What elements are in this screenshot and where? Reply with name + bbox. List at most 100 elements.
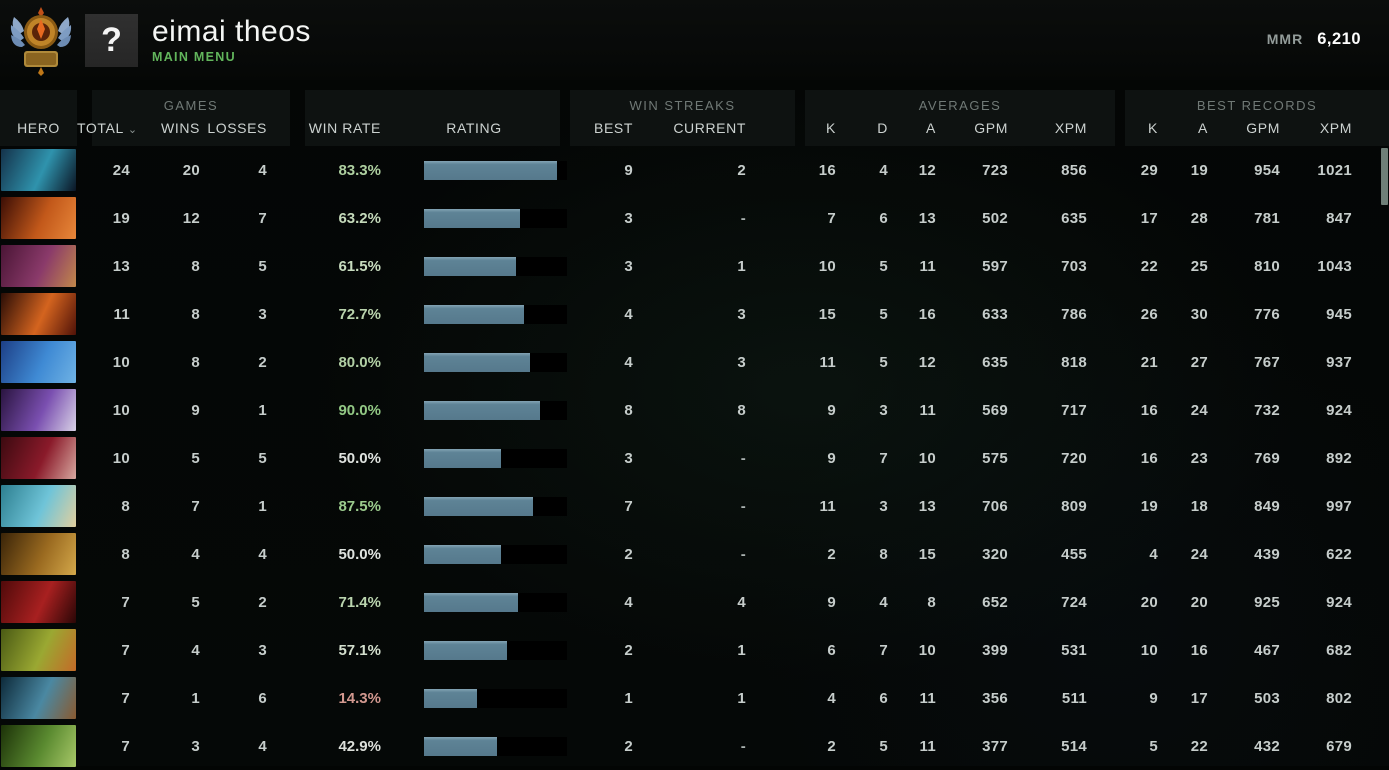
col-header-losses[interactable]: LOSSES	[207, 120, 267, 136]
cell-avg-deaths: 6	[879, 689, 888, 707]
player-avatar[interactable]: ?	[85, 13, 138, 67]
cell-record-xpm: 997	[1326, 497, 1352, 515]
cell-record-gpm: 732	[1254, 401, 1280, 419]
col-header-avg-deaths[interactable]: D	[877, 120, 888, 136]
col-header-win-rate[interactable]: WIN RATE	[308, 120, 381, 136]
cell-record-kills: 26	[1140, 305, 1158, 323]
cell-avg-deaths: 6	[879, 209, 888, 227]
cell-record-kills: 22	[1140, 257, 1158, 275]
rating-bar-fill	[424, 736, 497, 756]
col-header-hero[interactable]: HERO	[17, 120, 60, 136]
hero-row[interactable]: 13 8 5 61.5% 3 1 10 5 11 597 703 22 25 8…	[0, 242, 1389, 290]
cell-record-gpm: 781	[1254, 209, 1280, 227]
cell-win-rate: 50.0%	[338, 449, 381, 467]
hero-row[interactable]: 7 4 3 57.1% 2 1 6 7 10 399 531 10 16 467…	[0, 626, 1389, 674]
cell-total: 24	[112, 161, 130, 179]
col-header-avg-assists[interactable]: A	[926, 120, 936, 136]
cell-rating	[381, 496, 567, 516]
cell-current-streak: 4	[737, 593, 746, 611]
cell-current-streak: 1	[737, 689, 746, 707]
cell-wins: 20	[182, 161, 200, 179]
cell-avg-deaths: 8	[879, 545, 888, 563]
cell-record-assists: 24	[1190, 545, 1208, 563]
hero-row[interactable]: 8 7 1 87.5% 7 - 11 3 13 706 809 19 18 84…	[0, 482, 1389, 530]
cell-record-xpm: 924	[1326, 593, 1352, 611]
cell-wins: 12	[182, 209, 200, 227]
scrollbar-thumb[interactable]	[1381, 148, 1388, 205]
cell-current-streak: -	[740, 545, 746, 563]
mmr-label: MMR	[1266, 31, 1304, 47]
cell-avg-kills: 11	[819, 353, 836, 371]
col-header-rating[interactable]: RATING	[446, 120, 502, 136]
column-header-row: HERO TOTAL ⌄ WINS LOSSES WIN RATE RATING …	[0, 90, 1389, 146]
hero-row[interactable]: 11 8 3 72.7% 4 3 15 5 16 633 786 26 30 7…	[0, 290, 1389, 338]
hero-row[interactable]: 7 3 4 42.9% 2 - 2 5 11 377 514 5 22 432 …	[0, 722, 1389, 770]
col-header-record-kills[interactable]: K	[1148, 120, 1158, 136]
cell-win-rate: 50.0%	[338, 545, 381, 563]
cell-avg-kills: 2	[827, 545, 836, 563]
cell-losses: 1	[258, 401, 267, 419]
hero-portrait	[1, 581, 76, 623]
cell-record-kills: 17	[1140, 209, 1158, 227]
hero-row[interactable]: 24 20 4 83.3% 9 2 16 4 12 723 856 29 19 …	[0, 146, 1389, 194]
hero-portrait	[1, 197, 76, 239]
col-header-best-streak[interactable]: BEST	[594, 120, 633, 136]
cell-record-kills: 5	[1149, 737, 1158, 755]
cell-avg-kills: 9	[827, 593, 836, 611]
col-header-record-gpm[interactable]: GPM	[1246, 120, 1280, 136]
cell-wins: 8	[191, 257, 200, 275]
cell-avg-gpm: 399	[982, 641, 1008, 659]
cell-avg-assists: 10	[918, 641, 936, 659]
cell-current-streak: -	[740, 497, 746, 515]
hero-row[interactable]: 7 5 2 71.4% 4 4 9 4 8 652 724 20 20 925 …	[0, 578, 1389, 626]
col-header-wins[interactable]: WINS	[161, 120, 200, 136]
cell-record-gpm: 925	[1254, 593, 1280, 611]
group-label-games: GAMES	[163, 98, 219, 113]
hero-row[interactable]: 19 12 7 63.2% 3 - 7 6 13 502 635 17 28 7…	[0, 194, 1389, 242]
cell-best-streak: 4	[624, 593, 633, 611]
col-header-total[interactable]: TOTAL ⌄	[77, 120, 138, 136]
cell-avg-deaths: 7	[879, 449, 888, 467]
col-header-avg-xpm[interactable]: XPM	[1054, 120, 1087, 136]
cell-rating	[381, 256, 567, 276]
cell-win-rate: 57.1%	[338, 641, 381, 659]
hero-row[interactable]: 10 5 5 50.0% 3 - 9 7 10 575 720 16 23 76…	[0, 434, 1389, 482]
cell-avg-kills: 11	[819, 497, 836, 515]
cell-record-xpm: 847	[1326, 209, 1352, 227]
cell-win-rate: 63.2%	[338, 209, 381, 227]
main-menu-label[interactable]: MAIN MENU	[152, 49, 236, 64]
cell-current-streak: 1	[737, 257, 746, 275]
col-header-record-xpm[interactable]: XPM	[1319, 120, 1352, 136]
hero-row[interactable]: 10 8 2 80.0% 4 3 11 5 12 635 818 21 27 7…	[0, 338, 1389, 386]
cell-best-streak: 9	[624, 161, 633, 179]
hero-row[interactable]: 8 4 4 50.0% 2 - 2 8 15 320 455 4 24 439 …	[0, 530, 1389, 578]
col-header-record-assists[interactable]: A	[1198, 120, 1208, 136]
cell-record-assists: 30	[1190, 305, 1208, 323]
cell-total: 7	[121, 737, 130, 755]
cell-avg-gpm: 569	[982, 401, 1008, 419]
cell-record-assists: 16	[1190, 641, 1208, 659]
cell-avg-kills: 9	[827, 401, 836, 419]
cell-avg-gpm: 635	[982, 353, 1008, 371]
cell-current-streak: 3	[737, 353, 746, 371]
cell-avg-gpm: 575	[982, 449, 1008, 467]
cell-avg-assists: 13	[918, 209, 936, 227]
cell-total: 8	[121, 497, 130, 515]
cell-best-streak: 3	[624, 209, 633, 227]
col-header-current-streak[interactable]: CURRENT	[673, 120, 746, 136]
hero-portrait	[1, 293, 76, 335]
hero-row[interactable]: 7 1 6 14.3% 1 1 4 6 11 356 511 9 17 503 …	[0, 674, 1389, 722]
cell-record-assists: 25	[1190, 257, 1208, 275]
hero-row[interactable]: 10 9 1 90.0% 8 8 9 3 11 569 717 16 24 73…	[0, 386, 1389, 434]
col-header-avg-gpm[interactable]: GPM	[974, 120, 1008, 136]
cell-losses: 3	[258, 641, 267, 659]
cell-best-streak: 1	[624, 689, 633, 707]
col-header-avg-kills[interactable]: K	[826, 120, 836, 136]
cell-win-rate: 72.7%	[338, 305, 381, 323]
hero-portrait	[1, 533, 76, 575]
cell-avg-deaths: 5	[879, 305, 888, 323]
cell-avg-assists: 10	[918, 449, 936, 467]
cell-total: 7	[121, 689, 130, 707]
cell-current-streak: 8	[737, 401, 746, 419]
cell-wins: 9	[191, 401, 200, 419]
